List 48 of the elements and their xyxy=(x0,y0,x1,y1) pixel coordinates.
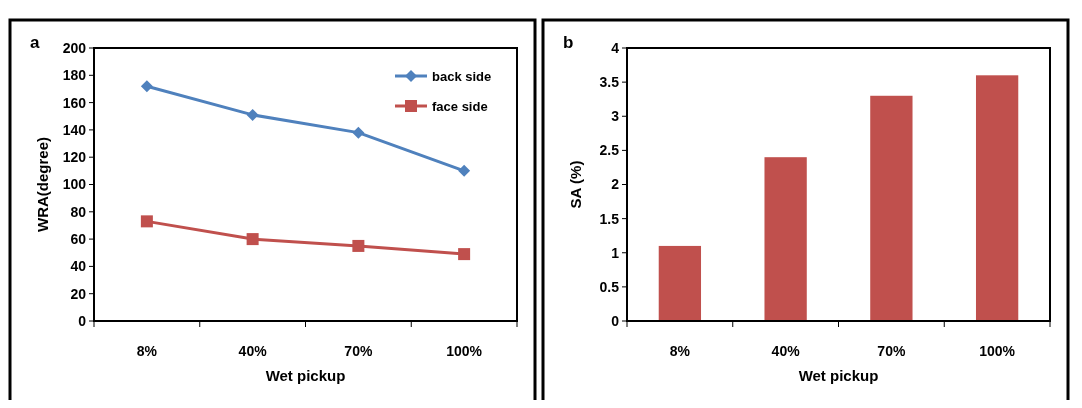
y-tick-label: 200 xyxy=(62,39,87,56)
y-tick-label: 160 xyxy=(62,94,87,111)
point xyxy=(458,164,471,177)
y-tick-label: 0 xyxy=(78,312,87,329)
x-tick-label: 40% xyxy=(238,343,268,359)
x-axis-title: Wet pickup xyxy=(265,367,346,384)
point xyxy=(140,80,153,93)
y-tick-label: 40 xyxy=(70,258,87,275)
y-tick-label: 180 xyxy=(62,67,87,84)
legend-label: face side xyxy=(432,98,488,114)
y-axis-title: WRA(degree) xyxy=(34,136,51,233)
point xyxy=(352,126,365,139)
x-tick-label: 8% xyxy=(669,343,691,359)
x-tick-label: 8% xyxy=(136,343,158,359)
y-tick-label: 0.5 xyxy=(599,278,620,295)
y-tick-label: 2.5 xyxy=(599,142,620,159)
x-axis-title: Wet pickup xyxy=(798,367,879,384)
x-tick-label: 70% xyxy=(344,343,373,359)
x-tick-label: 40% xyxy=(771,343,801,359)
y-tick-label: 60 xyxy=(70,231,87,247)
y-tick-label: 1 xyxy=(611,244,620,261)
text: b xyxy=(563,33,574,52)
bar xyxy=(975,75,1019,321)
y-tick-label: 140 xyxy=(62,121,87,138)
point xyxy=(352,239,365,252)
x-tick-label: 100% xyxy=(979,343,1016,359)
y-tick-label: 100 xyxy=(62,176,87,193)
legend-label: back side xyxy=(432,68,492,84)
y-tick-label: 80 xyxy=(70,203,87,220)
y-axis-title: SA (%) xyxy=(567,160,584,209)
y-tick-label: 0 xyxy=(611,312,620,329)
point xyxy=(458,248,471,261)
y-tick-label: 3 xyxy=(611,108,620,125)
x-tick-label: 70% xyxy=(877,343,906,359)
y-tick-label: 2 xyxy=(611,176,620,193)
point xyxy=(246,233,259,246)
x-tick-label: 100% xyxy=(446,343,483,359)
text: a xyxy=(30,33,40,52)
y-tick-label: 4 xyxy=(611,39,620,56)
point xyxy=(140,215,153,228)
bar xyxy=(764,157,807,321)
y-tick-label: 120 xyxy=(62,149,87,166)
point xyxy=(246,108,259,121)
bar xyxy=(658,245,702,321)
y-tick-label: 1.5 xyxy=(599,210,620,227)
y-tick-label: 3.5 xyxy=(599,74,620,91)
y-tick-label: 20 xyxy=(70,285,87,302)
bar xyxy=(870,95,913,321)
